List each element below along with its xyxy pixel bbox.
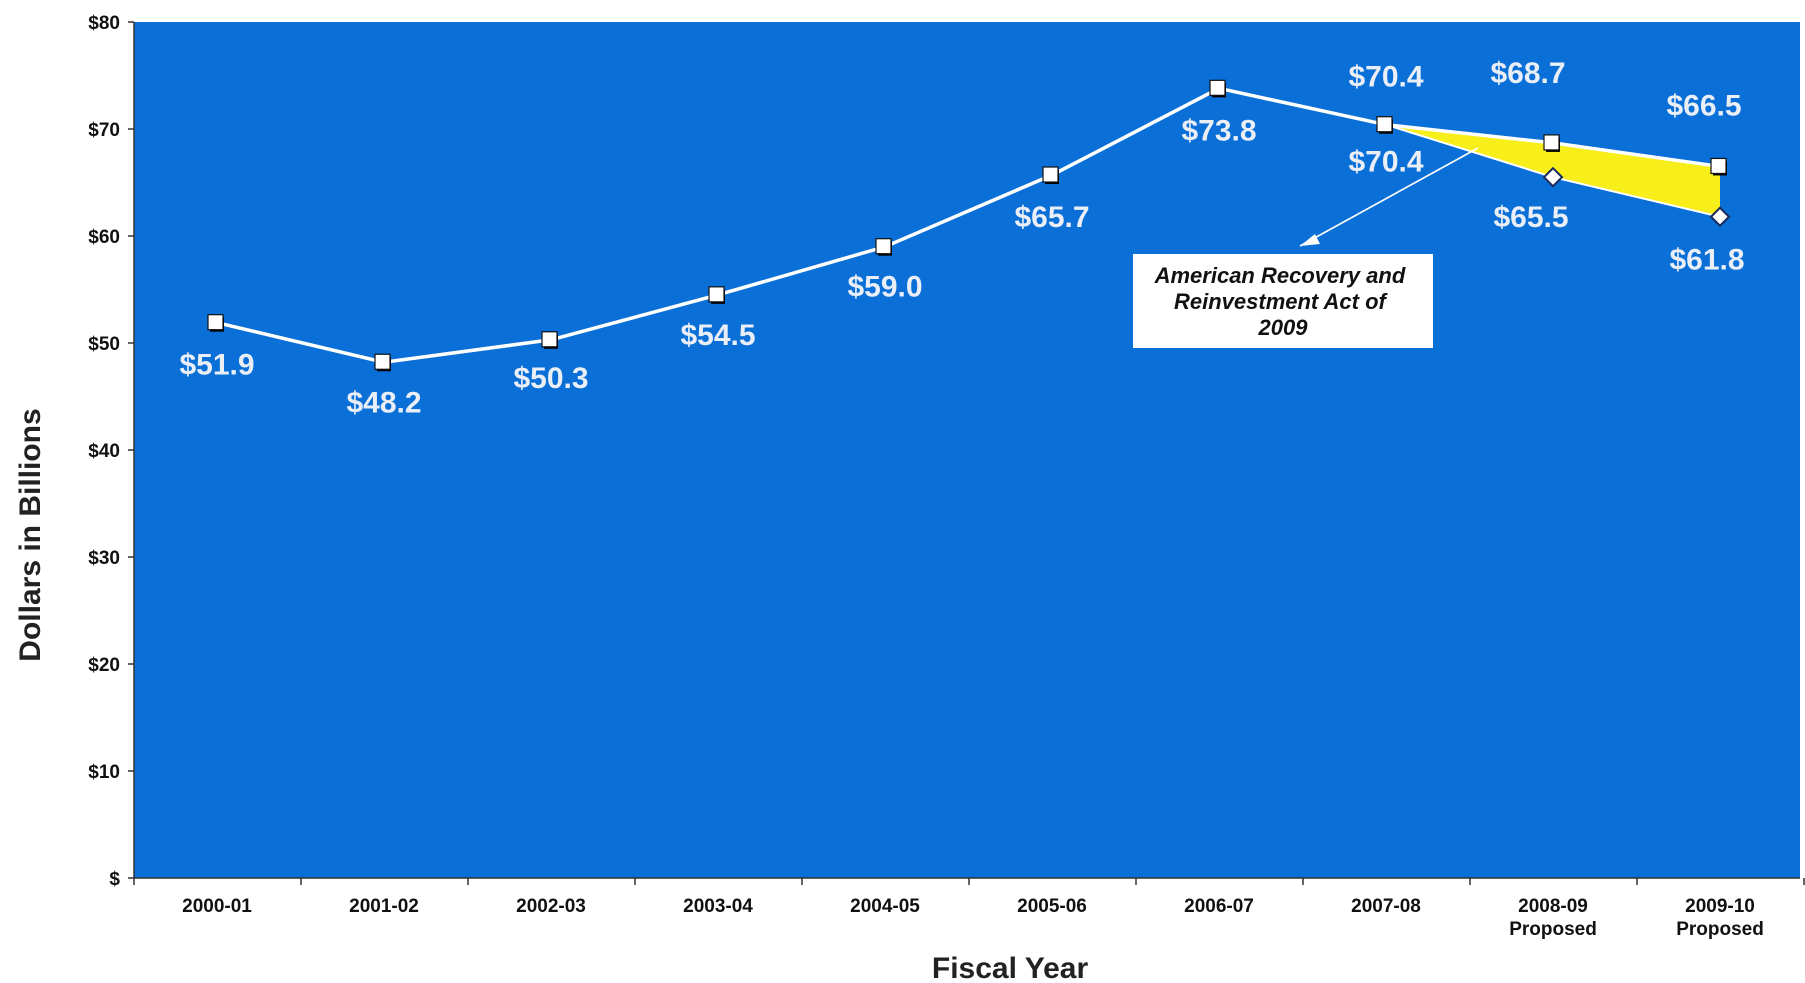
x-category-label-line: 2008-09 [1518, 896, 1588, 917]
annotation-box [1133, 254, 1433, 348]
x-category-label: 2006-07 [1184, 896, 1254, 917]
series-markers [207, 79, 1731, 372]
y-tick-label: $70 [88, 120, 120, 141]
series-1-line [216, 86, 1721, 365]
x-category-label-line: 2006-07 [1184, 896, 1254, 917]
y-tick-label: $80 [88, 13, 120, 34]
data-label: $65.5 [1493, 201, 1568, 234]
x-category-label-line: 2000-01 [182, 896, 252, 917]
x-category-label: 2002-03 [516, 896, 586, 917]
x-category-label-line: Proposed [1509, 919, 1597, 940]
data-label: $54.5 [680, 319, 755, 352]
x-category-label: 2005-06 [1017, 896, 1087, 917]
data-label: $50.3 [513, 362, 588, 395]
x-category-label: 2001-02 [349, 896, 419, 917]
data-label: $59.0 [847, 271, 922, 304]
square-marker [374, 353, 391, 370]
data-label: $73.8 [1181, 114, 1256, 147]
data-label: $66.5 [1666, 89, 1741, 122]
x-category-label-line: 2002-03 [516, 896, 586, 917]
data-label: $51.9 [179, 349, 254, 382]
x-category-label-line: 2004-05 [850, 896, 920, 917]
y-tick-label: $10 [88, 762, 120, 783]
data-labels: $51.9 $48.2 $50.3 $54.5 $59.0 $65.7 $73.8 $70.4… [179, 57, 1744, 419]
square-marker [1710, 157, 1727, 175]
square-marker [1543, 134, 1560, 151]
y-tick-label: $30 [88, 548, 120, 569]
x-category-label: 2007-08 [1351, 896, 1421, 917]
x-category-label-line: Proposed [1676, 919, 1764, 940]
x-category-label-line: 2009-10 [1685, 896, 1755, 917]
svg-text:American Recovery and Re: American Recovery and Reinvestment Act o… [1154, 263, 1412, 340]
square-marker [1042, 166, 1059, 183]
y-axis-title: Dollars in Billions [14, 408, 47, 661]
data-label: $70.4 [1348, 146, 1423, 179]
x-axis-title: Fiscal Year [932, 952, 1089, 983]
y-tick-label: $50 [88, 334, 120, 355]
x-category-label: 2008-09 Proposed [1509, 896, 1597, 940]
annotation-line-3: 2009 [1258, 315, 1309, 340]
x-category-label-line: 2005-06 [1017, 896, 1087, 917]
diamond-marker [1709, 206, 1731, 228]
data-label: $68.7 [1490, 57, 1565, 90]
square-marker [207, 314, 224, 331]
annotation-line-1: American Recovery and [1154, 263, 1406, 288]
square-marker [541, 331, 558, 348]
x-category-label: 2004-05 [850, 896, 920, 917]
square-marker [1209, 79, 1226, 96]
data-label: $61.8 [1669, 244, 1744, 277]
data-label: $65.7 [1014, 201, 1089, 234]
annotation: American Recovery and Reinvestment Act o… [1133, 147, 1479, 348]
y-tick-label: $40 [88, 441, 120, 462]
square-marker [1376, 116, 1393, 133]
x-category-label-line: 2001-02 [349, 896, 419, 917]
data-label: $48.2 [346, 386, 421, 419]
y-tick-label: $60 [88, 227, 120, 248]
axes: $ $10 $20 $30 $40 $50 $60 $70 $80 2000-01 2001-02 2… [88, 13, 1805, 940]
data-label: $70.4 [1348, 61, 1423, 94]
square-marker [875, 238, 892, 255]
x-category-label: 2009-10 Proposed [1676, 896, 1764, 940]
square-marker [708, 286, 725, 303]
x-category-label: 2000-01 [182, 896, 252, 917]
y-tick-label: $ [109, 869, 120, 890]
x-category-label: 2003-04 [683, 896, 753, 917]
annotation-arrowhead [1300, 234, 1320, 246]
annotation-arrow [1299, 147, 1479, 247]
annotation-line-2: Reinvestment Act of [1174, 289, 1389, 314]
x-category-label-line: 2007-08 [1351, 896, 1421, 917]
y-tick-label: $20 [88, 655, 120, 676]
x-category-label-line: 2003-04 [683, 896, 753, 917]
diamond-marker [1542, 166, 1564, 188]
